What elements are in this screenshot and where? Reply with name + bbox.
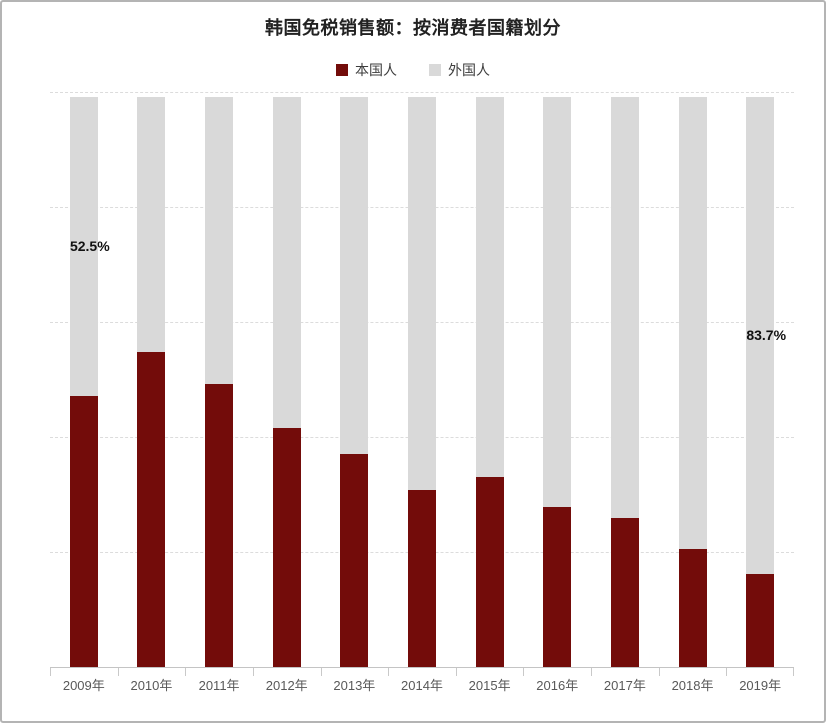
x-axis-label: 2012年 [265, 678, 308, 693]
x-axis-tick [591, 668, 592, 676]
bar-segment-domestic [543, 507, 572, 667]
x-axis-tick [185, 668, 186, 676]
x-axis-tick [118, 668, 119, 676]
x-axis-tick [523, 668, 524, 676]
bar-segment-foreign [408, 97, 436, 491]
chart-title: 韩国免税销售额：按消费者国籍划分 [265, 18, 561, 38]
legend-marker-domestic [336, 64, 348, 76]
annotation-2009: 52.5% [69, 237, 110, 254]
bar-segment-domestic [137, 351, 166, 667]
bar-segment-foreign [69, 97, 98, 397]
x-axis-label: 2018年 [671, 678, 714, 693]
x-axis-label: 2013年 [333, 678, 376, 693]
bar-group-2010 [137, 97, 166, 667]
x-axis-tick [50, 668, 51, 676]
bar-group-2016 [543, 97, 572, 667]
legend-marker-foreign [429, 64, 441, 76]
x-axis-label: 2019年 [739, 678, 782, 693]
bar-segment-domestic [475, 477, 504, 667]
x-axis-label: 2017年 [603, 678, 646, 693]
bar-segment-domestic [205, 384, 234, 667]
x-axis-tick [456, 668, 457, 676]
bar-segment-domestic [69, 396, 98, 667]
legend-item-foreign[interactable]: 外国人 [429, 60, 490, 80]
bar-group-2017 [610, 97, 639, 667]
bar-segment-foreign [340, 97, 369, 454]
bar-group-2015 [475, 97, 504, 667]
x-axis-tick [659, 668, 660, 676]
legend-label-foreign: 外国人 [448, 62, 490, 78]
x-axis-tick [253, 668, 254, 676]
bar-group-2014 [408, 97, 436, 667]
x-axis-label: 2014年 [401, 678, 443, 693]
bar-segment-domestic [678, 549, 707, 667]
bar-segment-foreign [137, 97, 166, 352]
bar-segment-domestic [272, 427, 301, 667]
bar-group-2011 [205, 97, 234, 667]
annotation-2019: 83.7% [746, 326, 787, 343]
bar-segment-domestic [610, 518, 639, 667]
x-axis-label: 2009年 [62, 678, 105, 693]
x-axis-tick [726, 668, 727, 676]
x-axis-line [50, 667, 794, 668]
x-axis-tick [388, 668, 389, 676]
bar-segment-domestic [408, 490, 436, 667]
bar-group-2019 [746, 97, 775, 667]
plot-area: 2009年 2010年 2011年 2012年 2013年 2014年 2015年 2016年… [50, 92, 794, 693]
legend-item-domestic[interactable]: 本国人 [336, 60, 397, 80]
chart-legend: 本国人 外国人 [2, 60, 824, 80]
bar-segment-foreign [475, 97, 504, 478]
x-axis-tick [793, 668, 794, 676]
bar-segment-foreign [205, 97, 234, 385]
bar-group-2018 [678, 97, 707, 667]
bar-segment-domestic [340, 453, 369, 667]
x-axis-label: 2010年 [130, 678, 173, 693]
legend-label-domestic: 本国人 [355, 62, 397, 78]
bar-segment-foreign [678, 97, 707, 549]
x-axis-label: 2011年 [198, 678, 240, 693]
gridline-100-pct [50, 92, 794, 93]
x-axis-tick [321, 668, 322, 676]
bar-group-2012 [272, 97, 301, 667]
x-axis-label: 2016年 [536, 678, 579, 693]
bar-segment-foreign [610, 97, 639, 519]
bar-segment-domestic [746, 574, 775, 667]
bar-segment-foreign [746, 97, 775, 575]
bar-segment-foreign [543, 97, 572, 508]
bar-group-2009 [69, 97, 98, 667]
bar-segment-foreign [272, 97, 301, 428]
bar-group-2013 [340, 97, 369, 667]
x-axis-label: 2015年 [468, 678, 511, 693]
